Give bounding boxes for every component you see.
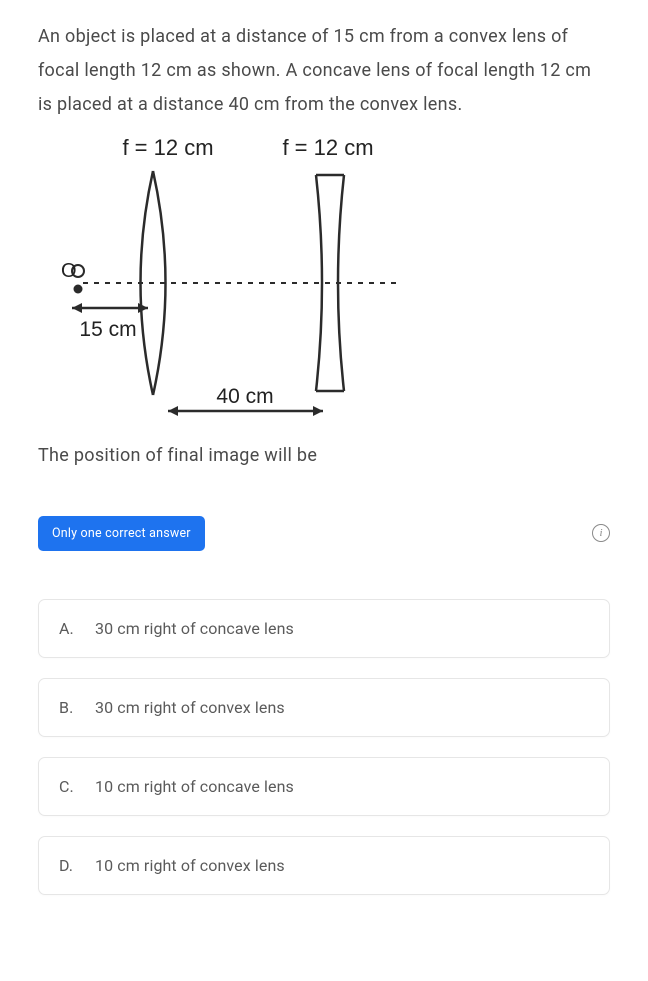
object-distance-label: 15 cm	[79, 318, 136, 341]
answer-mode-badge: Only one correct answer	[38, 516, 205, 551]
option-text: 10 cm right of concave lens	[95, 777, 294, 796]
option-c[interactable]: C. 10 cm right of concave lens	[38, 757, 610, 816]
option-text: 10 cm right of convex lens	[95, 856, 285, 875]
lens-gap-label: 40 cm	[216, 385, 273, 408]
option-letter: B.	[59, 698, 77, 717]
lens-diagram: f = 12 cm f = 12 cm O 15 cm	[48, 133, 610, 427]
object-dot	[74, 284, 83, 293]
object-label: O	[61, 260, 77, 282]
option-a[interactable]: A. 30 cm right of concave lens	[38, 599, 610, 658]
option-text: 30 cm right of convex lens	[95, 698, 285, 717]
option-letter: D.	[59, 856, 77, 875]
option-letter: C.	[59, 777, 77, 796]
options-list: A. 30 cm right of concave lens B. 30 cm …	[38, 599, 610, 895]
option-b[interactable]: B. 30 cm right of convex lens	[38, 678, 610, 737]
option-letter: A.	[59, 619, 77, 638]
info-icon[interactable]: i	[592, 524, 610, 542]
concave-focal-label: f = 12 cm	[282, 135, 373, 160]
question-followup: The position of final image will be	[38, 445, 610, 466]
option-text: 30 cm right of concave lens	[95, 619, 294, 638]
question-text: An object is placed at a distance of 15 …	[38, 20, 610, 123]
convex-focal-label: f = 12 cm	[122, 135, 213, 160]
option-d[interactable]: D. 10 cm right of convex lens	[38, 836, 610, 895]
